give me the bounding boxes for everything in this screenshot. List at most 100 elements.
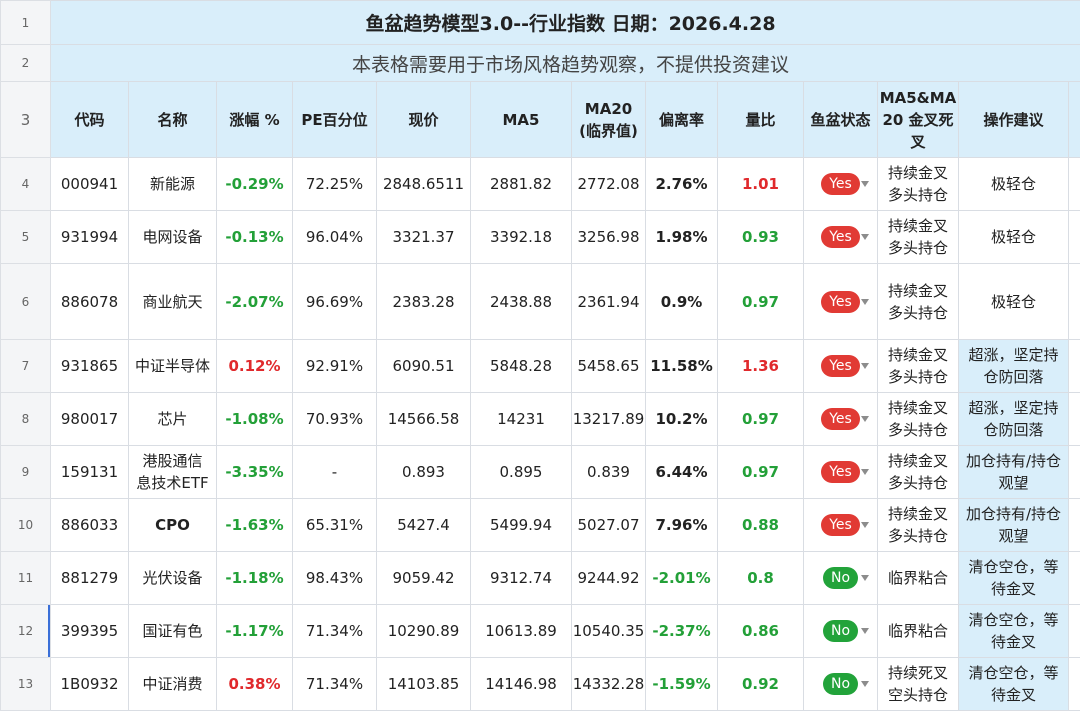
header-volume-ratio[interactable]: 量比 xyxy=(717,81,804,158)
cell-code[interactable]: 980017 xyxy=(50,392,129,446)
cell-advice[interactable]: 极轻仓 xyxy=(958,157,1069,211)
cell-price[interactable]: 5427.4 xyxy=(376,498,471,552)
cell-volume-ratio[interactable]: 1.01 xyxy=(717,157,804,211)
cell-ma20[interactable]: 13217.89 xyxy=(571,392,646,446)
row-number[interactable]: 1 xyxy=(0,0,51,45)
cell-ma5[interactable]: 5848.28 xyxy=(470,339,572,393)
cell-overflow[interactable] xyxy=(1067,157,1080,211)
row-number[interactable]: 7 xyxy=(0,339,51,393)
cell-change[interactable]: -0.29% xyxy=(216,157,293,211)
cell-cross[interactable]: 持续金叉 多头持仓 xyxy=(877,392,959,446)
cell-deviation[interactable]: -2.37% xyxy=(645,604,718,658)
cell-ma20[interactable]: 0.839 xyxy=(571,445,646,499)
cell-status[interactable]: Yes xyxy=(803,157,878,211)
cell-name[interactable]: 光伏设备 xyxy=(128,551,217,605)
cell-code[interactable]: 886033 xyxy=(50,498,129,552)
cell-cross[interactable]: 持续金叉 多头持仓 xyxy=(877,339,959,393)
header-ma5[interactable]: MA5 xyxy=(470,81,572,158)
sheet-title[interactable]: 鱼盆趋势模型3.0--行业指数 日期：2026.4.28 xyxy=(49,0,1080,45)
chevron-down-icon[interactable] xyxy=(861,298,869,305)
cell-cross[interactable]: 持续死叉 空头持仓 xyxy=(877,657,959,711)
cell-advice[interactable]: 加仓持有/持仓 观望 xyxy=(958,445,1069,499)
row-number[interactable]: 2 xyxy=(0,44,51,82)
cell-price[interactable]: 2383.28 xyxy=(376,263,471,340)
cell-advice[interactable]: 极轻仓 xyxy=(958,263,1069,340)
chevron-down-icon[interactable] xyxy=(861,628,869,634)
cell-pe[interactable]: 65.31% xyxy=(292,498,377,552)
cell-volume-ratio[interactable]: 0.88 xyxy=(717,498,804,552)
cell-status[interactable]: No xyxy=(803,551,878,605)
cell-name[interactable]: 商业航天 xyxy=(128,263,217,340)
chevron-down-icon[interactable] xyxy=(861,681,869,687)
cell-name[interactable]: 新能源 xyxy=(128,157,217,211)
cell-price[interactable]: 9059.42 xyxy=(376,551,471,605)
cell-ma5[interactable]: 10613.89 xyxy=(470,604,572,658)
cell-overflow[interactable] xyxy=(1067,657,1080,711)
cell-ma20[interactable]: 5027.07 xyxy=(571,498,646,552)
cell-price[interactable]: 14566.58 xyxy=(376,392,471,446)
cell-code[interactable]: 399395 xyxy=(50,604,129,658)
cell-change[interactable]: -1.63% xyxy=(216,498,293,552)
cell-price[interactable]: 2848.6511 xyxy=(376,157,471,211)
cell-name[interactable]: CPO xyxy=(128,498,217,552)
header-overflow[interactable] xyxy=(1067,81,1080,158)
cell-change[interactable]: -0.13% xyxy=(216,210,293,264)
cell-pe[interactable]: 96.69% xyxy=(292,263,377,340)
cell-code[interactable]: 881279 xyxy=(50,551,129,605)
cell-status[interactable]: Yes xyxy=(803,339,878,393)
cell-overflow[interactable] xyxy=(1067,498,1080,552)
cell-pe[interactable]: 98.43% xyxy=(292,551,377,605)
header-price[interactable]: 现价 xyxy=(376,81,471,158)
sheet-subtitle[interactable]: 本表格需要用于市场风格趋势观察，不提供投资建议 xyxy=(49,44,1080,82)
cell-advice[interactable]: 超涨，坚定持 仓防回落 xyxy=(958,339,1069,393)
cell-pe[interactable]: 92.91% xyxy=(292,339,377,393)
cell-deviation[interactable]: 10.2% xyxy=(645,392,718,446)
header-deviation[interactable]: 偏离率 xyxy=(645,81,718,158)
row-number[interactable]: 3 xyxy=(0,81,51,158)
header-advice[interactable]: 操作建议 xyxy=(958,81,1069,158)
cell-change[interactable]: -1.18% xyxy=(216,551,293,605)
cell-overflow[interactable] xyxy=(1067,392,1080,446)
cell-code[interactable]: 886078 xyxy=(50,263,129,340)
cell-ma20[interactable]: 2361.94 xyxy=(571,263,646,340)
cell-code[interactable]: 1B0932 xyxy=(50,657,129,711)
row-number[interactable]: 4 xyxy=(0,157,51,211)
cell-ma5[interactable]: 2881.82 xyxy=(470,157,572,211)
cell-advice[interactable]: 清仓空仓，等 待金叉 xyxy=(958,657,1069,711)
header-cross[interactable]: MA5&MA 20 金叉死 叉 xyxy=(877,81,959,158)
cell-pe[interactable]: - xyxy=(292,445,377,499)
chevron-down-icon[interactable] xyxy=(861,469,869,475)
cell-pe[interactable]: 70.93% xyxy=(292,392,377,446)
cell-ma20[interactable]: 3256.98 xyxy=(571,210,646,264)
chevron-down-icon[interactable] xyxy=(861,363,869,369)
cell-change[interactable]: -3.35% xyxy=(216,445,293,499)
cell-volume-ratio[interactable]: 0.97 xyxy=(717,445,804,499)
cell-deviation[interactable]: -2.01% xyxy=(645,551,718,605)
cell-code[interactable]: 931865 xyxy=(50,339,129,393)
cell-advice[interactable]: 清仓空仓，等 待金叉 xyxy=(958,551,1069,605)
cell-price[interactable]: 6090.51 xyxy=(376,339,471,393)
cell-overflow[interactable] xyxy=(1067,604,1080,658)
cell-price[interactable]: 14103.85 xyxy=(376,657,471,711)
header-change[interactable]: 涨幅 % xyxy=(216,81,293,158)
cell-deviation[interactable]: 7.96% xyxy=(645,498,718,552)
cell-advice[interactable]: 清仓空仓，等 待金叉 xyxy=(958,604,1069,658)
cell-cross[interactable]: 持续金叉 多头持仓 xyxy=(877,210,959,264)
cell-overflow[interactable] xyxy=(1067,210,1080,264)
row-number[interactable]: 13 xyxy=(0,657,51,711)
cell-ma5[interactable]: 9312.74 xyxy=(470,551,572,605)
cell-ma20[interactable]: 2772.08 xyxy=(571,157,646,211)
cell-change[interactable]: -2.07% xyxy=(216,263,293,340)
cell-ma20[interactable]: 14332.28 xyxy=(571,657,646,711)
cell-ma5[interactable]: 0.895 xyxy=(470,445,572,499)
cell-deviation[interactable]: 0.9% xyxy=(645,263,718,340)
cell-code[interactable]: 000941 xyxy=(50,157,129,211)
chevron-down-icon[interactable] xyxy=(861,575,869,581)
row-number[interactable]: 5 xyxy=(0,210,51,264)
cell-ma5[interactable]: 3392.18 xyxy=(470,210,572,264)
header-pe[interactable]: PE百分位 xyxy=(292,81,377,158)
cell-volume-ratio[interactable]: 1.36 xyxy=(717,339,804,393)
cell-price[interactable]: 10290.89 xyxy=(376,604,471,658)
cell-pe[interactable]: 71.34% xyxy=(292,657,377,711)
cell-status[interactable]: Yes xyxy=(803,392,878,446)
